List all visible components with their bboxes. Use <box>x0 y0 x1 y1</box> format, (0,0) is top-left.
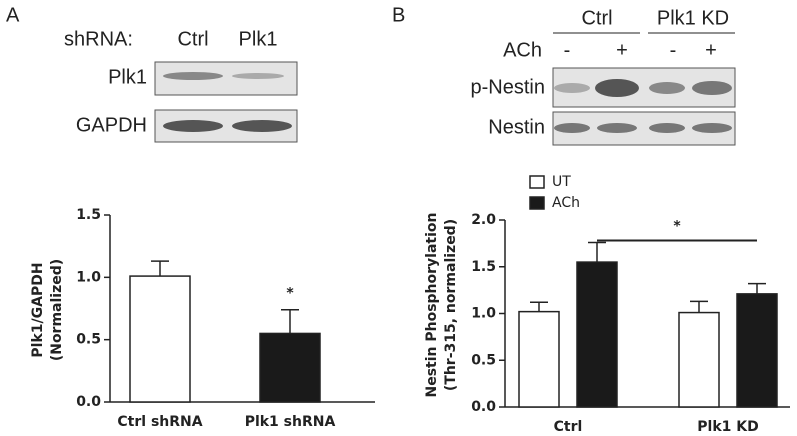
blot-image <box>154 61 298 143</box>
row-label: Nestin <box>488 116 545 138</box>
lane-label: + <box>705 39 717 61</box>
bar <box>576 261 618 408</box>
bar <box>518 310 560 408</box>
lane-label: - <box>670 39 677 61</box>
lane-label: + <box>616 39 628 61</box>
legend-label: ACh <box>552 195 580 211</box>
y-tick-label: 0.0 <box>471 399 496 415</box>
treatment-label: ACh <box>503 39 542 61</box>
y-axis-label: Plk1/GAPDH <box>30 262 46 357</box>
lane-label: Ctrl <box>177 28 208 50</box>
x-tick-label: Ctrl <box>554 419 583 435</box>
row-label: Plk1 <box>108 66 147 88</box>
annotation: * <box>286 286 294 302</box>
y-tick-label: 1.0 <box>471 306 496 322</box>
group-label: Ctrl <box>581 7 612 29</box>
bar <box>129 275 191 403</box>
y-tick-label: 1.0 <box>76 269 101 285</box>
blot-image <box>552 67 736 146</box>
row-label: p-Nestin <box>471 76 545 98</box>
row-label: GAPDH <box>76 114 147 136</box>
y-axis-label: (Thr-315, normalized) <box>443 219 459 391</box>
panel-label: A <box>6 4 20 26</box>
y-tick-label: 1.5 <box>471 259 496 275</box>
lane-label: - <box>564 39 571 61</box>
y-axis-label: Nestin Phosphorylation <box>424 212 440 397</box>
legend-swatch <box>529 175 545 189</box>
legend-label: UT <box>552 174 571 190</box>
lane-label: Plk1 <box>239 28 278 50</box>
x-tick-label: Plk1 KD <box>697 419 758 435</box>
legend-swatch <box>529 196 545 210</box>
y-tick-label: 1.5 <box>76 207 101 223</box>
y-axis-label: (Normalized) <box>49 259 65 361</box>
bar <box>678 311 720 408</box>
x-tick-label: Plk1 shRNA <box>245 414 336 430</box>
bar <box>259 332 321 403</box>
x-tick-label: Ctrl shRNA <box>117 414 202 430</box>
y-tick-label: 0.0 <box>76 394 101 410</box>
y-tick-label: 0.5 <box>76 332 101 348</box>
group-label: Plk1 KD <box>657 7 729 29</box>
y-tick-label: 2.0 <box>471 212 496 228</box>
panel-label: B <box>392 4 405 26</box>
annotation: * <box>673 218 681 234</box>
bar <box>736 293 778 408</box>
y-tick-label: 0.5 <box>471 352 496 368</box>
blot-header: shRNA: <box>64 28 133 50</box>
